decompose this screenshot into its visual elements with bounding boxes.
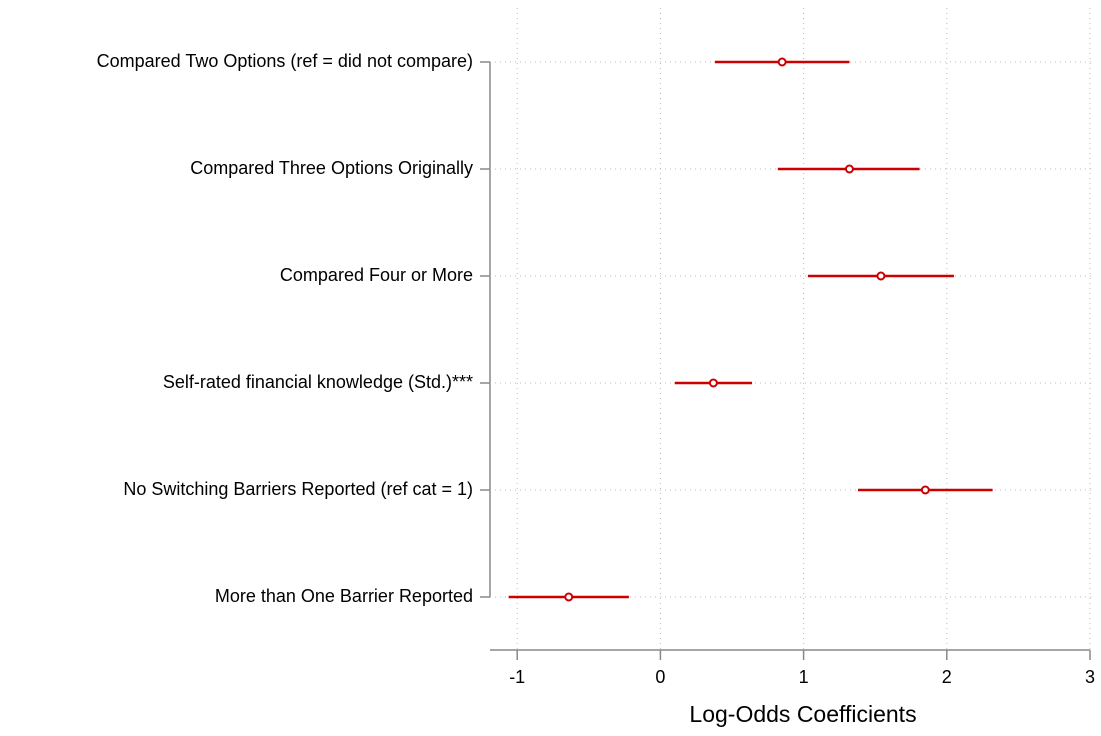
point: [844, 164, 854, 174]
point: [777, 57, 787, 67]
x-axis-title: Log-Odds Coefficients: [689, 701, 916, 727]
point: [876, 271, 886, 281]
y-tick-label: Self-rated financial knowledge (Std.)***: [163, 372, 473, 392]
point: [920, 485, 930, 495]
x-tick-label: -1: [509, 667, 525, 687]
y-tick-label: More than One Barrier Reported: [215, 586, 473, 606]
y-tick-label: Compared Two Options (ref = did not comp…: [97, 51, 473, 71]
x-tick-label: 3: [1085, 667, 1095, 687]
x-tick-label: 1: [799, 667, 809, 687]
y-tick-label: No Switching Barriers Reported (ref cat …: [123, 479, 473, 499]
y-tick-label: Compared Three Options Originally: [190, 158, 473, 178]
x-tick-label: 0: [655, 667, 665, 687]
y-tick-label: Compared Four or More: [280, 265, 473, 285]
point: [708, 378, 718, 388]
x-tick-label: 2: [942, 667, 952, 687]
point: [564, 592, 574, 602]
